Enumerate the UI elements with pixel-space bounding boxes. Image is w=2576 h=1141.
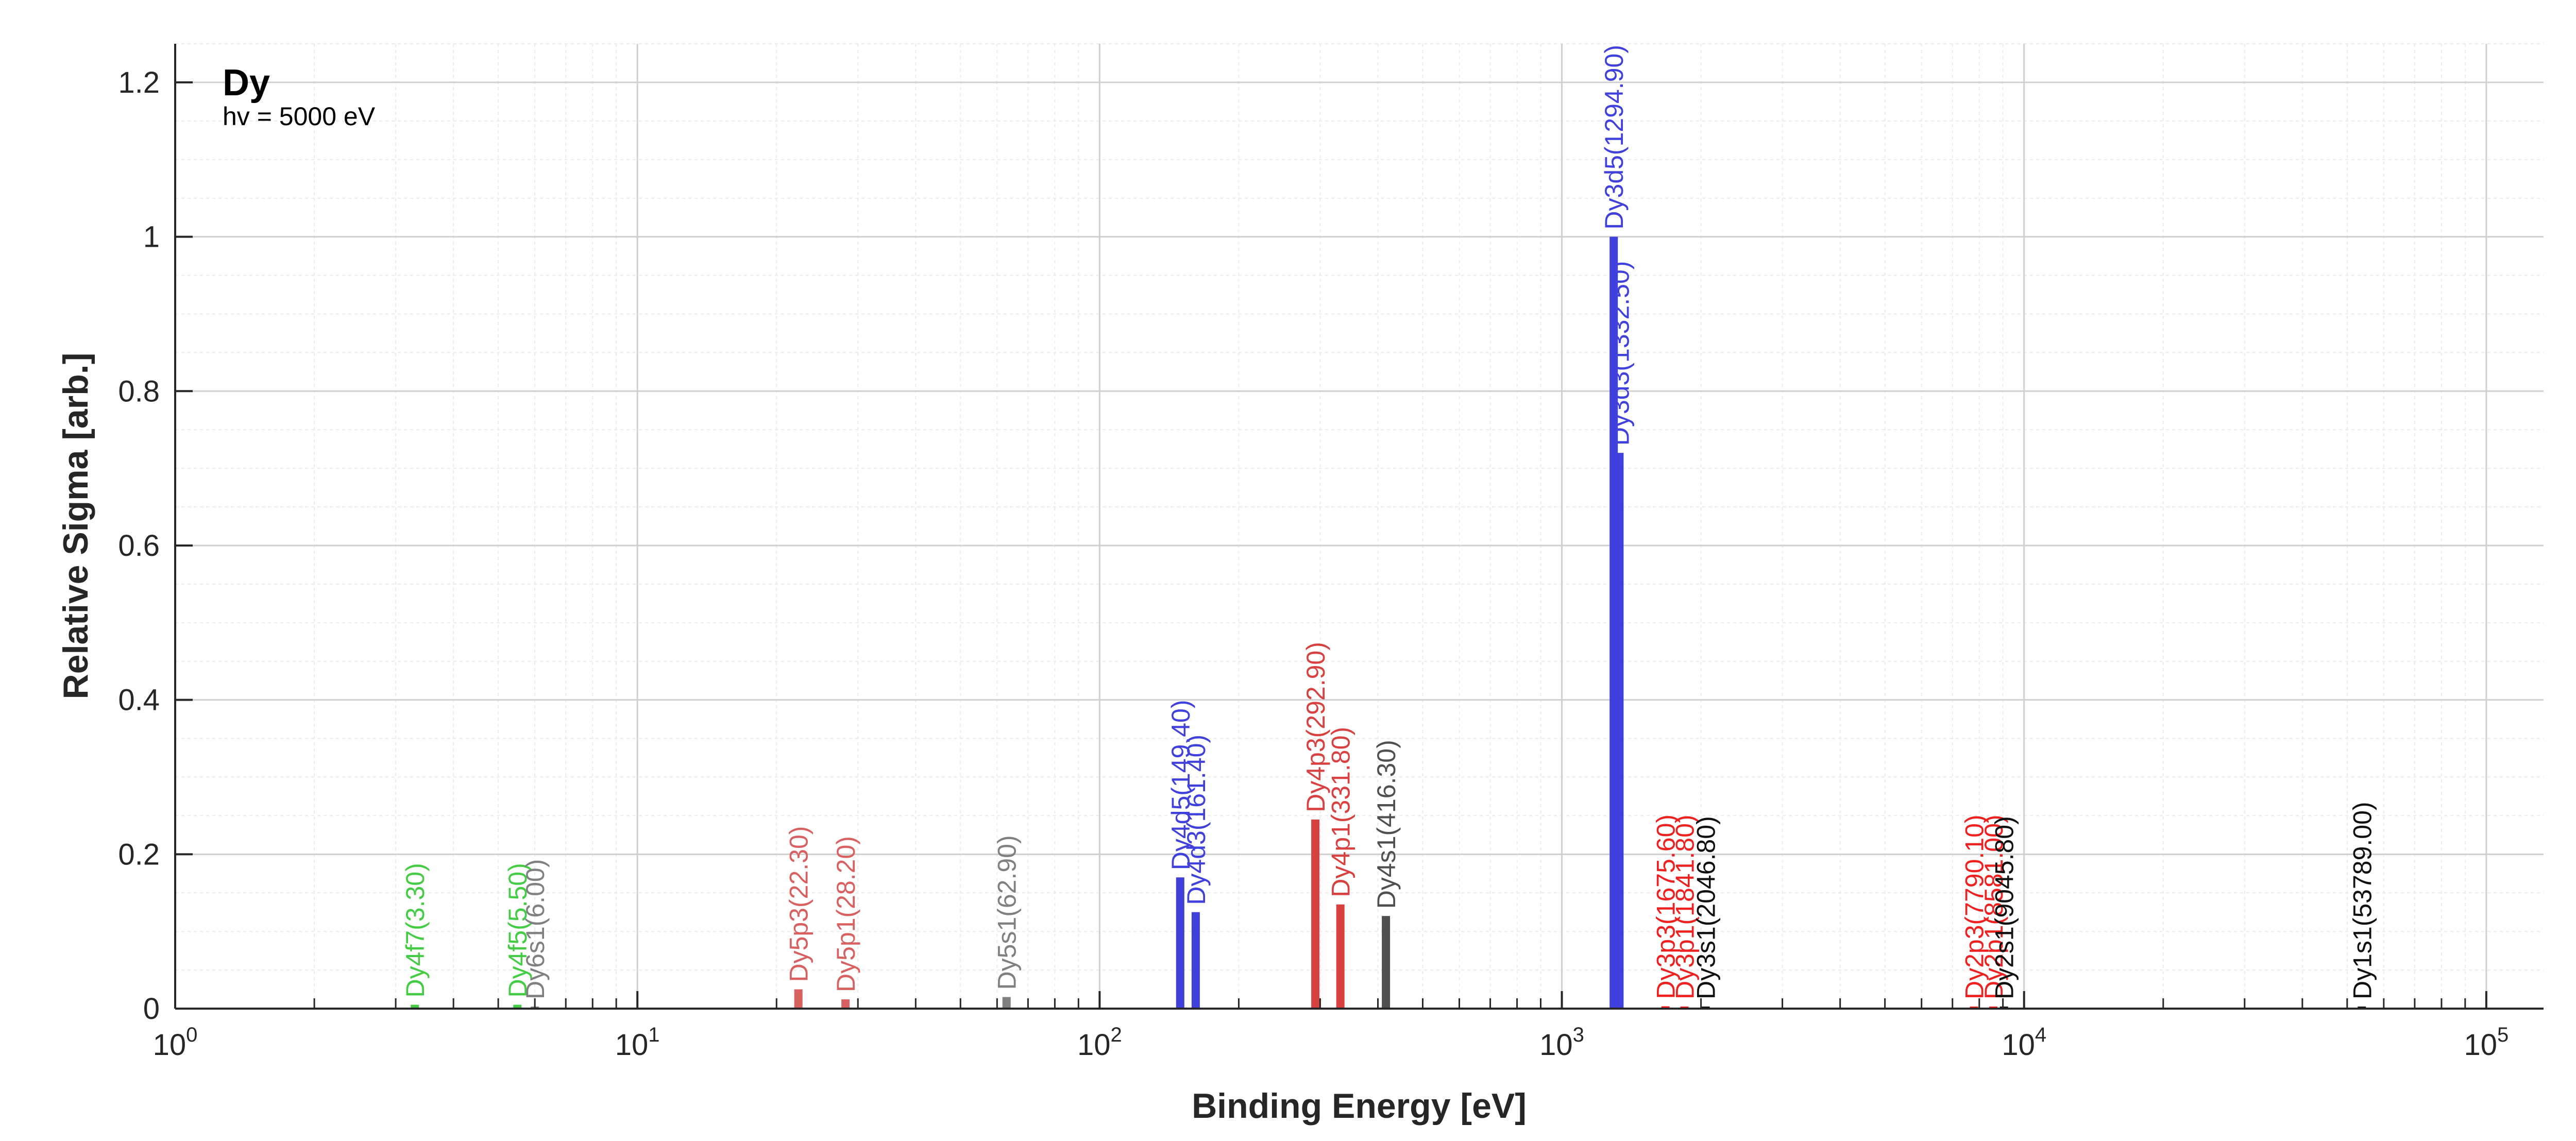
- peak-bar: [1382, 916, 1391, 1009]
- major-grid: [174, 44, 2544, 1010]
- peak-label: Dy4p3(292.90): [1301, 642, 1330, 812]
- y-tick-label: 1.2: [118, 66, 160, 99]
- peak-label: Dy5s1(62.90): [993, 835, 1022, 990]
- peak-bar: [1336, 904, 1345, 1009]
- peak-label: Dy2p3(7790.10): [1960, 814, 1989, 999]
- x-tick-label: 103: [1539, 1024, 1584, 1062]
- x-tick-base: 10: [153, 1028, 187, 1062]
- x-tick-label: 101: [615, 1024, 660, 1062]
- peak-label: Dy4f5(5.50): [503, 863, 532, 997]
- peak-label: Dy2p1(8581.00): [1979, 814, 2008, 999]
- y-tick-label: 0.6: [118, 529, 160, 563]
- peak-label: Dy1s1(53789.00): [2348, 802, 2377, 999]
- peak-label: Dy3d3(1332.50): [1605, 261, 1634, 446]
- peak-label: Dy5p3(22.30): [785, 826, 814, 982]
- y-tick-label: 0: [143, 992, 160, 1026]
- x-tick-exponent: 2: [1110, 1024, 1122, 1046]
- peak-label: Dy6s1(6.00): [521, 859, 550, 999]
- peak-label: Dy3d5(1294.90): [1600, 45, 1629, 230]
- y-tick-label: 0.4: [118, 684, 160, 717]
- peak-bar: [841, 999, 850, 1009]
- x-tick-label: 104: [2002, 1024, 2046, 1062]
- peak-bar: [513, 1004, 522, 1009]
- peak-series: Dy4f7(3.30) Dy4f5(5.50)Dy6s1(6.00) Dy5p3(2…: [401, 45, 2377, 1009]
- x-tick-base: 10: [615, 1028, 649, 1062]
- x-tick-label: 105: [2464, 1024, 2509, 1062]
- peak-label: Dy4f7(3.30): [401, 863, 430, 997]
- peak-label: Dy4p1(331.80): [1327, 727, 1355, 897]
- y-axis-title: Relative Sigma [arb.]: [56, 353, 95, 700]
- x-tick-base: 10: [1077, 1028, 1111, 1062]
- x-tick-exponent: 5: [2497, 1024, 2509, 1046]
- x-tick-label: 100: [153, 1024, 198, 1062]
- peak-label: Dy2s1(9045.80): [1990, 816, 2019, 999]
- x-tick-exponent: 3: [1573, 1024, 1584, 1046]
- peak-label: Dy4d5(149.40): [1166, 700, 1195, 871]
- peak-label: Dy3p1(1841.80): [1670, 814, 1699, 999]
- photon-energy-label: hv = 5000 eV: [223, 102, 376, 131]
- peak-bar: [411, 1004, 419, 1009]
- x-tick-exponent: 0: [186, 1024, 197, 1046]
- x-axis-title: Binding Energy [eV]: [1192, 1086, 1527, 1126]
- peak-label: Dy3p3(1675.60): [1652, 814, 1681, 999]
- x-tick-base: 10: [2002, 1028, 2035, 1062]
- y-tick-label: 0.2: [118, 838, 160, 871]
- y-tick-label: 0.8: [118, 374, 160, 408]
- peak-bar: [794, 989, 803, 1009]
- peak-label: Dy4d3(161.40): [1182, 735, 1211, 905]
- minor-grid: [175, 43, 2544, 1009]
- peak-bar: [1661, 1006, 1670, 1009]
- axes: [174, 44, 2544, 1010]
- x-tick-base: 10: [2464, 1028, 2498, 1062]
- plot-area: [175, 44, 2544, 1009]
- element-label: Dy: [223, 62, 270, 104]
- x-tick-base: 10: [1539, 1028, 1573, 1062]
- peak-bar: [1002, 997, 1011, 1009]
- peak-label: Dy3s1(2046.80): [1692, 816, 1721, 999]
- peak-label: Dy4s1(416.30): [1372, 740, 1401, 909]
- x-tick-exponent: 4: [2035, 1024, 2046, 1046]
- peak-label: Dy5p1(28.20): [832, 836, 860, 992]
- peak-bar: [1191, 912, 1200, 1009]
- x-tick-label: 102: [1077, 1024, 1122, 1062]
- peak-bar: [1311, 819, 1320, 1009]
- peak-bar: [1176, 877, 1184, 1009]
- y-tick-label: 1: [143, 220, 160, 254]
- x-tick-exponent: 1: [648, 1024, 659, 1046]
- peak-bar: [1615, 453, 1624, 1009]
